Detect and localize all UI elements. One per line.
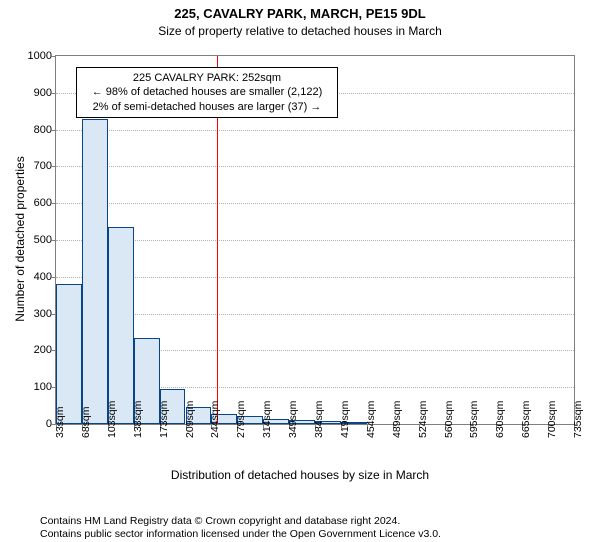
annotation-line: 2% of semi-detached houses are larger (3… (85, 100, 329, 114)
y-tick-label: 100 (7, 381, 52, 393)
y-tick-label: 300 (7, 308, 52, 320)
y-tick-mark (51, 203, 55, 204)
gridline (56, 240, 574, 241)
y-tick-label: 400 (7, 271, 52, 283)
gridline (56, 166, 574, 167)
gridline (56, 314, 574, 315)
y-tick-mark (51, 56, 55, 57)
footer-line-1: Contains HM Land Registry data © Crown c… (40, 515, 441, 529)
gridline (56, 203, 574, 204)
chart-container: 225, CAVALRY PARK, MARCH, PE15 9DL Size … (0, 0, 600, 500)
footer-text: Contains HM Land Registry data © Crown c… (40, 515, 441, 542)
annotation-line: ← 98% of detached houses are smaller (2,… (85, 85, 329, 99)
y-tick-mark (51, 387, 55, 388)
y-tick-mark (51, 350, 55, 351)
y-tick-label: 0 (7, 418, 52, 430)
y-tick-mark (51, 130, 55, 131)
histogram-bar (82, 119, 108, 424)
chart-subtitle: Size of property relative to detached ho… (0, 24, 600, 38)
y-tick-mark (51, 314, 55, 315)
histogram-bar (56, 284, 82, 424)
y-tick-label: 200 (7, 344, 52, 356)
gridline (56, 277, 574, 278)
y-tick-label: 700 (7, 160, 52, 172)
y-tick-label: 600 (7, 197, 52, 209)
annotation-box: 225 CAVALRY PARK: 252sqm← 98% of detache… (76, 67, 338, 118)
plot-area: 225 CAVALRY PARK: 252sqm← 98% of detache… (55, 55, 575, 425)
y-tick-label: 500 (7, 234, 52, 246)
histogram-bar (108, 227, 134, 424)
footer-line-2: Contains public sector information licen… (40, 528, 441, 542)
y-tick-mark (51, 240, 55, 241)
x-axis-label: Distribution of detached houses by size … (0, 468, 600, 482)
annotation-line: 225 CAVALRY PARK: 252sqm (85, 71, 329, 85)
chart-title: 225, CAVALRY PARK, MARCH, PE15 9DL (0, 6, 600, 21)
y-tick-mark (51, 166, 55, 167)
y-tick-label: 900 (7, 87, 52, 99)
y-tick-label: 800 (7, 124, 52, 136)
y-tick-label: 1000 (7, 50, 52, 62)
y-tick-mark (51, 93, 55, 94)
y-tick-mark (51, 277, 55, 278)
gridline (56, 130, 574, 131)
